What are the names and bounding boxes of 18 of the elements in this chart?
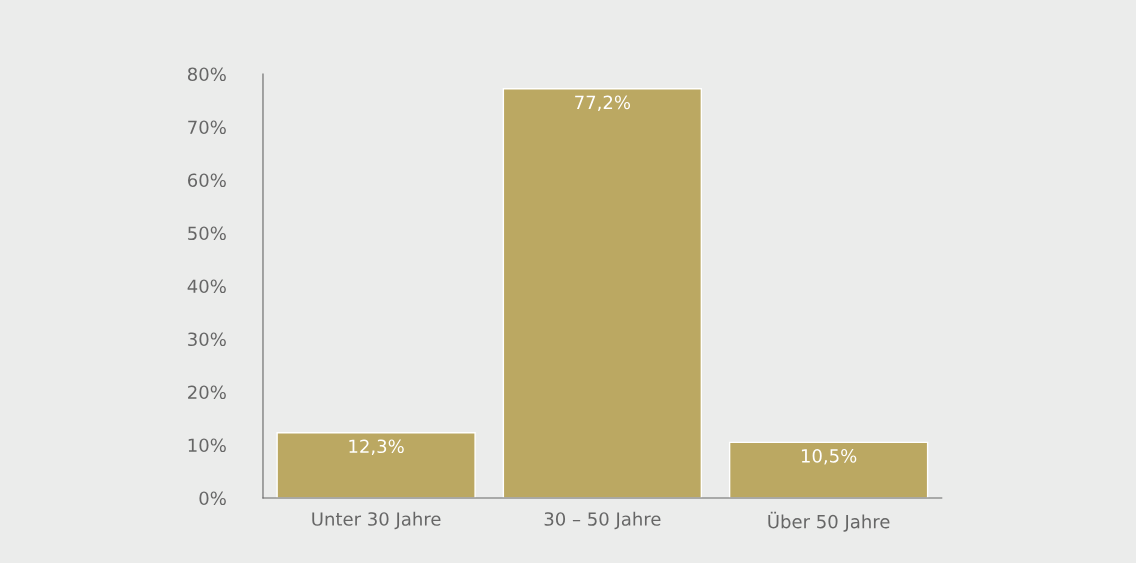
data-label: 77,2%	[575, 95, 631, 111]
data-label: 12,3%	[349, 439, 404, 455]
y-tick-label: 70%	[188, 120, 226, 135]
x-tick-label: 30 – 50 Jahre	[544, 511, 661, 530]
y-tick-label: 30%	[188, 332, 226, 347]
y-tick-label: 50%	[188, 226, 226, 241]
y-tick-label: 60%	[188, 173, 226, 188]
x-tick-label: Unter 30 Jahre	[312, 511, 441, 530]
y-tick-label: 10%	[188, 438, 226, 453]
y-tick-label: 0%	[199, 491, 226, 506]
x-tick-label: Über 50 Jahre	[768, 511, 890, 532]
bar	[728, 441, 929, 498]
y-tick-label: 40%	[187, 279, 226, 294]
bar	[276, 432, 476, 498]
data-label: 10,5%	[801, 449, 857, 465]
bar	[502, 88, 703, 498]
y-tick-label: 80%	[187, 67, 226, 82]
y-tick-label: 20%	[188, 385, 226, 400]
